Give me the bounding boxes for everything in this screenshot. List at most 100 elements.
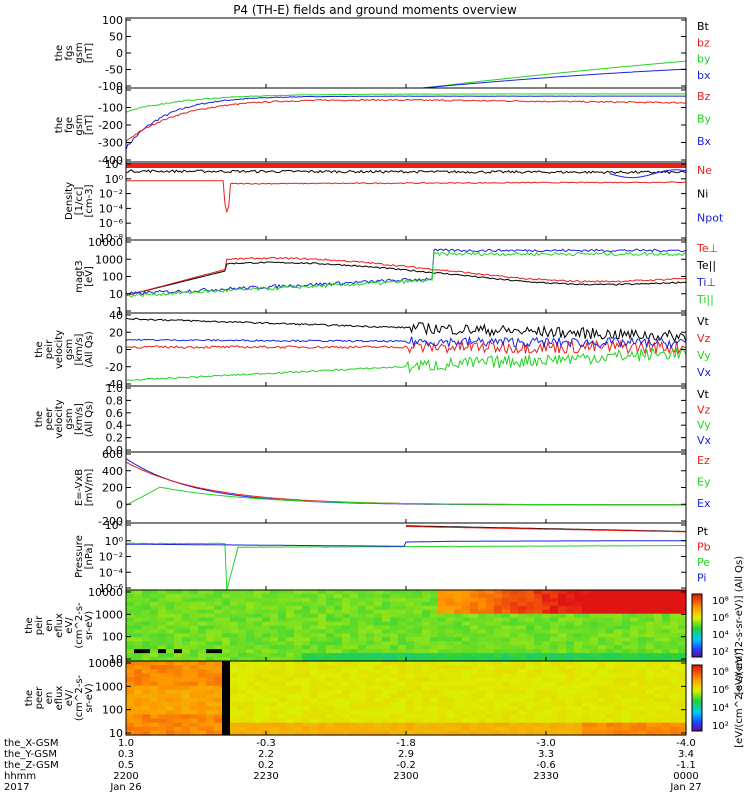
peir-eflux-cell — [310, 649, 319, 654]
peir-eflux-cell — [150, 637, 159, 642]
peir-eflux-cell — [270, 649, 279, 654]
peer-eflux-cell — [278, 669, 287, 674]
peer-eflux-cell — [262, 677, 271, 683]
peer-eflux-cell — [310, 689, 319, 695]
peir-eflux-cell — [454, 649, 463, 654]
peer-eflux-cell — [542, 677, 551, 683]
peer-eflux-cell — [358, 693, 367, 699]
peir-eflux-cell — [166, 617, 175, 623]
peer-eflux-cell — [670, 722, 679, 728]
peer-eflux-cell — [502, 718, 511, 724]
peer-eflux-cell — [598, 722, 607, 728]
peir-eflux-cell — [406, 609, 415, 615]
peir-eflux-cell — [174, 645, 183, 650]
peer-eflux-cell — [582, 730, 591, 736]
fgs-gsm-legend-bt: Bt — [697, 20, 710, 33]
peer-eflux-cell — [254, 718, 263, 724]
peer-eflux-cell — [286, 669, 295, 674]
peir-eflux-cell — [454, 601, 463, 607]
peir-eflux-cell — [590, 649, 599, 654]
peer-eflux-cell — [310, 702, 319, 707]
peer-eflux-cell — [502, 677, 511, 683]
peer-eflux-cell — [542, 681, 551, 687]
peer-eflux-cell — [318, 693, 327, 699]
peir-eflux-cell — [390, 653, 399, 658]
peer-eflux-cell — [478, 677, 487, 683]
peir-eflux-cell — [646, 590, 655, 595]
peir-eflux-cell — [646, 625, 655, 630]
peir-eflux-cell — [230, 601, 239, 607]
peer-eflux-cell — [406, 698, 415, 703]
peer-eflux-cell — [150, 669, 159, 674]
peer-eflux-cell — [246, 677, 255, 683]
peir-eflux-cell — [582, 637, 591, 642]
peir-eflux-cell — [398, 625, 407, 630]
peer-eflux-cell — [486, 714, 495, 720]
peer-eflux-cell — [302, 665, 311, 670]
peer-eflux-cell — [414, 702, 423, 707]
peir-eflux-cell — [406, 633, 415, 638]
peir-eflux-cell — [302, 593, 311, 599]
peir-eflux-cell — [550, 605, 559, 611]
peir-eflux-cell — [182, 645, 191, 650]
peer-eflux-cell — [262, 718, 271, 724]
peir-eflux-cell — [238, 613, 247, 619]
peer-eflux-cell — [190, 661, 199, 666]
peer-eflux-cell — [662, 665, 671, 670]
peir-eflux-cell — [598, 645, 607, 650]
peir-eflux-cell — [446, 621, 455, 627]
peir-eflux-cell — [350, 601, 359, 607]
peer-eflux-cell — [678, 714, 687, 720]
peir-eflux-cell — [318, 641, 327, 646]
peir-eflux-cell — [254, 605, 263, 611]
peer-eflux-cell — [230, 685, 239, 691]
peir-eflux-cell — [574, 593, 583, 599]
peir-eflux-cell — [454, 609, 463, 615]
peer-eflux-cell — [606, 665, 615, 670]
peir-velocity-ylabel-line: the — [34, 341, 45, 357]
peir-eflux-cell — [518, 621, 527, 627]
peer-eflux-cell — [598, 681, 607, 687]
peer-eflux-cell — [270, 661, 279, 666]
peir-eflux-cell — [654, 613, 663, 619]
peir-eflux-cell — [326, 653, 335, 658]
peir-eflux-cell — [270, 605, 279, 611]
peir-eflux-cell — [310, 609, 319, 615]
peer-eflux-cell — [150, 718, 159, 724]
peir-eflux-cell — [286, 597, 295, 603]
peer-eflux-cell — [398, 702, 407, 707]
peer-eflux-cell — [630, 714, 639, 720]
peir-eflux-cell — [350, 593, 359, 599]
peir-eflux-cell — [326, 641, 335, 646]
efield-ytick-label: 200 — [102, 482, 123, 495]
peir-eflux-cell — [614, 597, 623, 603]
peir-eflux-cell — [230, 657, 239, 662]
peer-velocity-ytick-label: 1.0 — [106, 382, 124, 395]
peer-eflux-cell — [158, 661, 167, 666]
peer-eflux-cell — [558, 710, 567, 715]
peer-eflux-cell — [462, 689, 471, 695]
peir-eflux-cell — [446, 597, 455, 603]
peir-eflux-cell — [454, 621, 463, 627]
peer-eflux-cell — [246, 718, 255, 724]
peir-eflux-cell — [558, 653, 567, 658]
peir-eflux-cell — [470, 597, 479, 603]
peir-eflux-cell — [550, 641, 559, 646]
peer-eflux-cell — [446, 669, 455, 674]
peir-eflux-cell — [558, 609, 567, 615]
peer-eflux-cell — [606, 730, 615, 736]
peir-eflux-cell — [158, 613, 167, 619]
peir-eflux-cell — [214, 653, 223, 658]
peir-eflux-cell — [222, 621, 231, 627]
xaxis-date: Jan 26 — [109, 782, 141, 793]
peer-eflux-cell — [222, 693, 231, 699]
peer-eflux-cell — [662, 669, 671, 674]
peer-eflux-cell — [414, 693, 423, 699]
fgs-gsm-frame — [125, 17, 687, 89]
peir-eflux-cell — [438, 645, 447, 650]
peir-eflux-cell — [334, 633, 343, 638]
peir-eflux-cell — [614, 633, 623, 638]
peir-eflux-cell — [270, 653, 279, 658]
peir-eflux-cell — [198, 605, 207, 611]
peir-eflux-cell — [566, 633, 575, 638]
